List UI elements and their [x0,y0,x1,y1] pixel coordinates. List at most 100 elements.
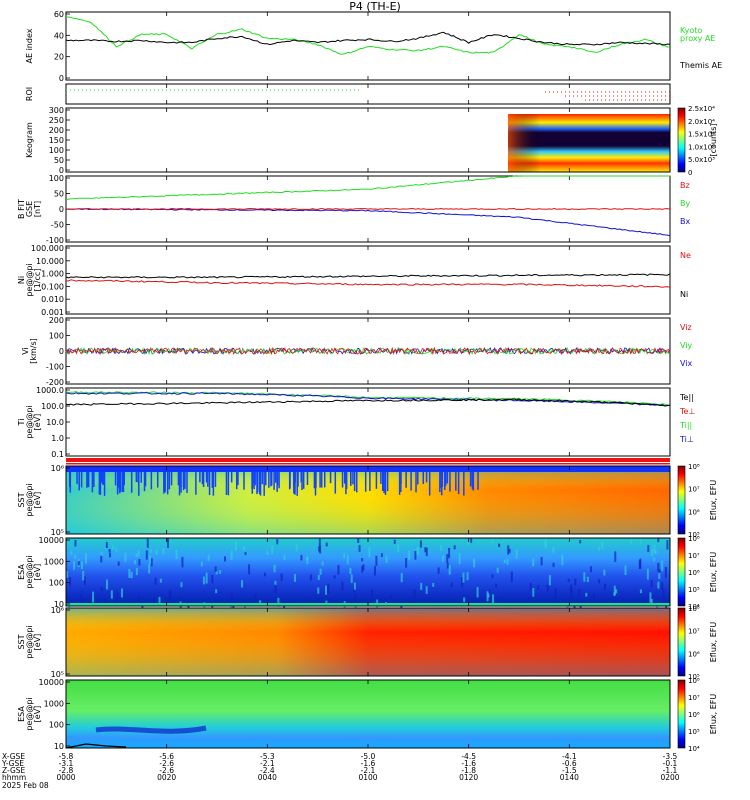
ytick-label: 10 [54,742,64,751]
colorbar-label: Eflux, EFU [709,480,718,521]
ytick-label: 1.000 [41,270,64,279]
panel-ti: 0.1 1.0 10.0 100.0 1000.0 Ti pe@@pi [eV] Te|| Te⊥… [17,386,695,459]
panel-sst2: 10⁵ 10⁶ SST pe@@pi [eV] 10⁵ 10⁶ 10⁷ 10⁸ Eflux, EF… [17,605,718,681]
xaxis-tick-label: -0.1 [663,759,678,768]
ytick-label: -200 [46,378,64,387]
panel-sst1: 10⁵ 10⁶ SST pe@@pi [eV] 10⁵ 10⁶ 10⁷ 10⁸ Eflux, EF… [17,463,718,539]
ylabel: GSE [25,201,34,217]
series-line-te- [65,398,670,407]
xaxis-tick-label: -5.3 [260,752,275,761]
ytick-label: 0 [59,74,64,83]
ytick-label: 1000 [44,557,64,566]
ylabel: B FIT [17,199,26,219]
ylabel: [eV] [33,492,42,509]
colorbar-tick: 10⁸ [688,677,700,685]
ytick-label: 10⁵ [51,528,64,537]
ylabel: ESA [17,706,26,722]
ytick-label: 200 [49,316,64,325]
xaxis-tick-label: -3.5 [663,752,678,761]
ylabel: [1/cc] [33,269,42,292]
xaxis-tick-label: -4.5 [461,752,476,761]
colorbar-tick: 10⁸ [688,535,700,543]
ytick-label: 100.000 [31,244,64,253]
series-line-kyoto-proxy-ae [65,16,671,55]
colorbar-tick: 10⁷ [688,694,700,702]
series-group-bfit [65,175,671,237]
ytick-label: -50 [51,221,64,230]
ytick-label: 1000 [44,699,64,708]
ylabel: pe@@pi [25,405,34,438]
panel-esa1: 10 100 1000 10000 ESA pe@@pi [eV] 10⁴ 10⁵ 10⁶ 10⁷ 1… [17,535,718,615]
ylabel: SST [17,634,26,649]
ytick-label: 100 [49,146,64,155]
mode-bar [66,458,670,462]
ytick-label: 50 [54,156,64,165]
ytick-label: 250 [49,116,64,125]
ytick-label: 100 [49,579,64,588]
ytick-label: 10.000 [36,257,64,266]
ytick-label: 10⁶ [51,606,64,615]
ylabel: pe@@pi [25,697,34,730]
ytick-label: 0 [59,347,64,356]
ytick-label: -100 [46,236,64,245]
ylabel: pe@@pi [25,555,34,588]
colorbar-tick: 10⁸ [688,463,700,471]
xaxis-tick-label: -2.6 [159,766,174,775]
colorbar-tick: 10⁵ [688,728,700,736]
xaxis-tick-label: 0140 [560,773,579,782]
xaxis-row-label: hhmm [2,773,26,782]
ylabel: [eV] [33,414,42,431]
ylabel: AE index [25,28,34,63]
ylabel: [eV] [33,706,42,723]
ylabel: Vi [21,347,30,355]
colorbar-tick: 10⁴ [688,603,700,611]
xaxis-tick-label: -2.1 [361,766,376,775]
legend-ni: Ne [680,251,691,260]
xaxis-tick-label: 0120 [459,773,478,782]
ylabel: pe@@pi [25,625,34,658]
ytick-label: 40 [54,31,64,40]
ytick-label: 150 [49,136,64,145]
panel-roi: ROI [25,83,671,105]
colorbar-tick: 10⁵ [688,531,700,539]
colorbar-tick: 10⁶ [688,508,700,516]
xaxis-tick-label: -2.8 [59,766,74,775]
xaxis-row-label: X-GSE [2,752,25,761]
ytick-label: 50 [54,190,64,199]
ytick-label: 10000 [39,536,64,545]
series-group-ni [65,273,671,288]
ytick-label: 0.1 [51,450,64,459]
ylabel: ROI [25,87,34,101]
legend-vi: Viy [680,341,693,350]
xaxis-tick-label: -1.6 [361,759,376,768]
colorbar-tick: 10⁷ [688,628,700,636]
legend-ae: Kyoto [680,26,702,35]
ytick-label: 10⁵ [51,670,64,679]
ytick-label: 10 [54,600,64,609]
ytick-label: 0.010 [41,295,64,304]
xaxis-tick-label: -5.6 [159,752,174,761]
xaxis-tick-label: -2.4 [260,766,275,775]
colorbar-tick: 2.0x10⁴ [688,118,715,126]
series-group-ae [65,16,671,55]
xaxis-row-label: 2025 Feb 08 [2,781,49,790]
ylabel: [eV] [33,564,42,581]
xaxis-tick-label: 0000 [56,773,75,782]
ytick-label: 200 [49,126,64,135]
colorbar-tick: 10⁶ [688,711,700,719]
xaxis-tick-label: -2.1 [260,759,275,768]
xaxis-tick-label: 0200 [660,773,679,782]
panel-esa2: 10 100 1000 10000 ESA pe@@pi [eV] 10⁴ 10⁵ 10⁶ 10⁷ 1… [17,677,718,753]
legend-vi: Vix [680,359,693,368]
legend-ni: Ni [680,290,688,299]
mode-bar-thin [66,463,670,465]
legend-bfit: By [680,199,690,208]
colorbar-tick: 10⁴ [688,745,700,753]
frame-ae [65,11,671,81]
colorbar-tick: 10⁵ [688,673,700,681]
xaxis-tick-label: -1.6 [461,759,476,768]
